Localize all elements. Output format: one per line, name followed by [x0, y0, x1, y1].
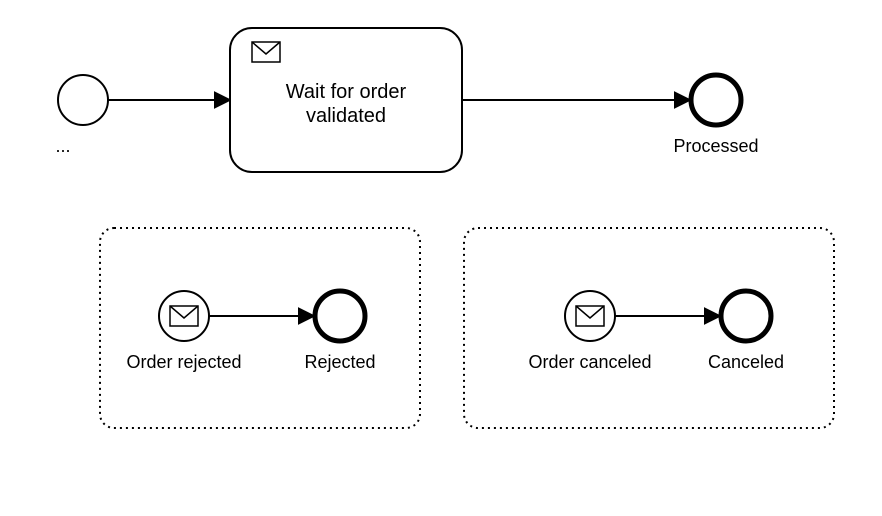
end-event-processed-label: Processed: [673, 136, 758, 156]
envelope-icon: [576, 306, 604, 326]
end-event-canceled-label: Canceled: [708, 352, 784, 372]
end-event-rejected: [315, 291, 365, 341]
message-start-event-canceled-label: Order canceled: [528, 352, 651, 372]
end-event-rejected-label: Rejected: [304, 352, 375, 372]
start-event: [58, 75, 108, 125]
event-subprocess-0: [100, 228, 420, 428]
bpmn-diagram: ... Wait for ordervalidated Processed Order…: [0, 0, 882, 516]
receive-task-label-1: Wait for order: [286, 81, 407, 103]
envelope-icon: [170, 306, 198, 326]
envelope-icon: [252, 42, 280, 62]
message-start-event-rejected-label: Order rejected: [126, 352, 241, 372]
end-event-processed: [691, 75, 741, 125]
start-event-label: ...: [55, 136, 70, 156]
receive-task-label-2: validated: [306, 105, 386, 127]
event-subprocess-1: [464, 228, 834, 428]
end-event-canceled: [721, 291, 771, 341]
